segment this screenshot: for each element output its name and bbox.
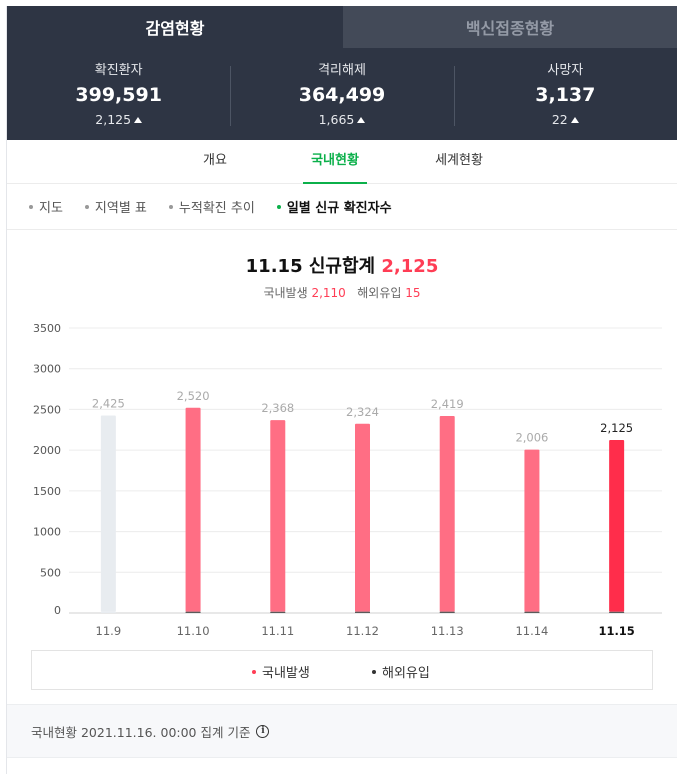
chart-legend: 국내발생 해외유입 xyxy=(31,650,653,690)
bar-domestic xyxy=(270,420,286,612)
triangle-up-icon xyxy=(570,117,579,123)
domestic-value: 2,110 xyxy=(311,286,346,300)
tab-domestic[interactable]: 국내현황 xyxy=(303,140,367,184)
covid-status-widget: 감염현황 백신접종현황 확진환자 399,591 2,125 격리해제 364,… xyxy=(6,6,677,774)
bar-domestic xyxy=(609,439,625,612)
sub-tabs: 개요 국내현황 세계현황 xyxy=(7,140,677,184)
bullet-icon xyxy=(168,204,173,209)
stat-deaths: 사망자 3,137 22 xyxy=(453,62,677,140)
data-label: 2,324 xyxy=(346,405,379,419)
legend-item-overseas: 해외유입 xyxy=(372,662,430,681)
x-tick-label: 11.14 xyxy=(515,624,548,638)
y-tick-label: 2500 xyxy=(33,403,61,416)
stat-confirmed: 확진환자 399,591 2,125 xyxy=(7,62,230,140)
legend-label: 해외유입 xyxy=(382,666,430,681)
bar-overseas xyxy=(355,611,370,613)
data-label: 2,520 xyxy=(177,389,210,403)
footer-text: 국내현황 2021.11.16. 00:00 집계 기준 xyxy=(31,724,251,740)
stat-value: 3,137 xyxy=(535,84,596,106)
bar-domestic xyxy=(524,449,540,612)
legend-item-domestic: 국내발생 xyxy=(252,662,310,681)
chip-label: 지도 xyxy=(39,201,63,216)
y-tick-label: 0 xyxy=(54,604,61,617)
stats-panel: 확진환자 399,591 2,125 격리해제 364,499 1,665 사망… xyxy=(7,48,677,140)
daily-summary: 11.15 신규합계 2,125 국내발생 2,110 해외유입 15 xyxy=(7,230,677,301)
tab-vaccination-status[interactable]: 백신접종현황 xyxy=(343,6,677,48)
bullet-icon xyxy=(29,204,33,209)
legend-label: 국내발생 xyxy=(262,666,310,681)
data-label: 2,368 xyxy=(261,401,294,415)
legend-dot-icon xyxy=(252,669,256,674)
data-label: 2,425 xyxy=(92,397,125,411)
x-tick-label: 11.12 xyxy=(346,624,379,638)
overseas-value: 15 xyxy=(405,286,421,300)
y-tick-label: 1500 xyxy=(33,485,61,498)
domestic-label: 국내발생 xyxy=(263,286,308,300)
daily-cases-bar-chart: 0 500 1000 1500 2000 2500 3000 3500 2,425 11.9 2,5… xyxy=(33,322,662,638)
summary-title: 11.15 신규합계 2,125 xyxy=(7,254,677,280)
bar-overseas xyxy=(439,611,455,613)
top-tabs: 감염현황 백신접종현황 xyxy=(7,6,677,48)
stat-change: 22 xyxy=(454,111,677,129)
stat-value: 364,499 xyxy=(298,84,386,106)
data-label: 2,125 xyxy=(600,421,633,435)
tab-world[interactable]: 세계현황 xyxy=(435,153,483,168)
stat-change: 1,665 xyxy=(230,111,453,129)
chip-map[interactable]: 지도 xyxy=(29,197,63,216)
triangle-up-icon xyxy=(357,117,366,123)
bar-domestic xyxy=(439,416,455,612)
stat-change-value: 2,125 xyxy=(95,112,132,127)
y-tick-label: 500 xyxy=(40,566,61,579)
chip-daily-new-cases[interactable]: 일별 신규 확진자수 xyxy=(276,197,392,216)
summary-date: 11.15 xyxy=(245,256,303,277)
bullet-icon xyxy=(276,204,281,209)
stat-value: 399,591 xyxy=(75,84,162,106)
data-label: 2,006 xyxy=(515,431,548,445)
stat-change-value: 1,665 xyxy=(318,112,355,127)
bar-domestic xyxy=(185,407,201,612)
info-icon[interactable]: i xyxy=(256,724,270,738)
tab-overview[interactable]: 개요 xyxy=(203,153,227,168)
data-reference-footer: 국내현황 2021.11.16. 00:00 집계 기준 i xyxy=(7,704,677,758)
bar-overseas xyxy=(609,611,625,613)
summary-total: 2,125 xyxy=(381,256,439,277)
y-tick-label: 3500 xyxy=(33,322,61,335)
y-tick-label: 1000 xyxy=(33,526,61,539)
x-tick-label: 11.11 xyxy=(261,624,294,638)
overseas-label: 해외유입 xyxy=(357,286,402,300)
bar-overseas xyxy=(524,611,540,613)
bullet-icon xyxy=(84,204,89,209)
bar-domestic xyxy=(355,423,370,612)
stat-change-value: 22 xyxy=(551,112,568,127)
triangle-up-icon xyxy=(134,117,143,123)
tab-infection-status[interactable]: 감염현황 xyxy=(7,6,343,48)
stat-released: 격리해제 364,499 1,665 xyxy=(230,62,453,140)
summary-title-label: 신규합계 xyxy=(308,256,376,277)
chip-label: 지역별 표 xyxy=(94,201,147,216)
view-chips: 지도 지역별 표 누적확진 추이 일별 신규 확진자수 xyxy=(7,184,677,230)
summary-breakdown: 국내발생 2,110 해외유입 15 xyxy=(7,284,677,301)
x-tick-label: 11.10 xyxy=(177,624,210,638)
data-label: 2,419 xyxy=(431,397,464,411)
chip-label: 일별 신규 확진자수 xyxy=(286,201,392,216)
legend-dot-icon xyxy=(372,669,376,674)
y-tick-label: 2000 xyxy=(33,444,61,457)
y-tick-label: 3000 xyxy=(33,363,61,376)
chip-region-table[interactable]: 지역별 표 xyxy=(84,197,147,216)
stat-label: 사망자 xyxy=(547,63,584,78)
bar-overseas xyxy=(270,611,286,613)
bar-domestic xyxy=(100,415,116,612)
x-tick-label: 11.9 xyxy=(96,624,122,638)
x-tick-label: 11.15 xyxy=(598,624,634,638)
stat-label: 확진환자 xyxy=(94,63,143,78)
stat-change: 2,125 xyxy=(7,111,230,129)
bar-overseas xyxy=(185,611,201,613)
bar-overseas xyxy=(100,611,116,613)
stat-label: 격리해제 xyxy=(318,63,366,78)
x-tick-label: 11.13 xyxy=(431,624,464,638)
chip-cumulative-trend[interactable]: 누적확진 추이 xyxy=(168,197,255,216)
chip-label: 누적확진 추이 xyxy=(178,201,255,216)
